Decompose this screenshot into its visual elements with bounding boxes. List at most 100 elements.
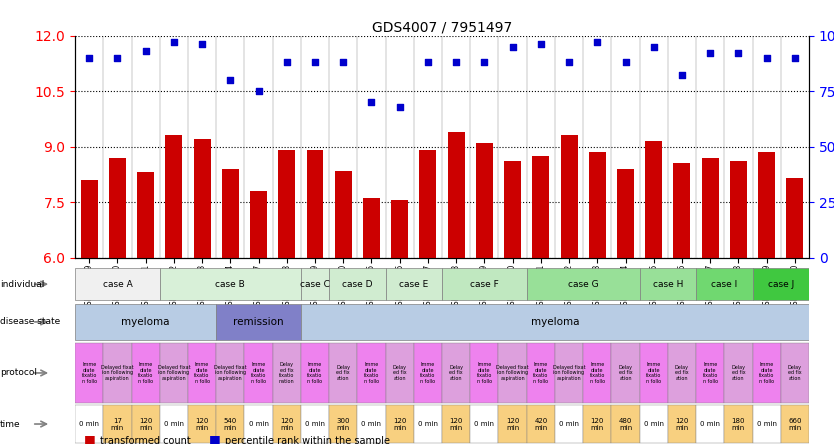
FancyBboxPatch shape (301, 268, 329, 300)
FancyBboxPatch shape (781, 343, 809, 403)
FancyBboxPatch shape (696, 268, 752, 300)
FancyBboxPatch shape (470, 405, 499, 443)
Text: 120
min: 120 min (506, 417, 520, 431)
Text: 0 min: 0 min (249, 421, 269, 427)
Text: Imme
diate
fixatio
n follo: Imme diate fixatio n follo (307, 362, 323, 384)
FancyBboxPatch shape (414, 405, 442, 443)
Point (393, 103, 406, 110)
Text: myeloma: myeloma (530, 317, 579, 327)
Text: Delay
ed fix
ation: Delay ed fix ation (675, 365, 689, 381)
Text: Imme
diate
fixatio
n follo: Imme diate fixatio n follo (646, 362, 661, 384)
Text: 180
min: 180 min (731, 417, 745, 431)
Bar (504, 161, 521, 258)
FancyBboxPatch shape (668, 343, 696, 403)
Text: case B: case B (215, 280, 245, 289)
FancyBboxPatch shape (414, 343, 442, 403)
FancyBboxPatch shape (103, 343, 132, 403)
Title: GDS4007 / 7951497: GDS4007 / 7951497 (372, 20, 512, 34)
Text: ■: ■ (208, 433, 220, 444)
Point (506, 43, 520, 50)
Point (364, 99, 378, 106)
Bar (701, 158, 719, 258)
FancyBboxPatch shape (499, 343, 527, 403)
FancyBboxPatch shape (244, 343, 273, 403)
FancyBboxPatch shape (329, 343, 357, 403)
FancyBboxPatch shape (752, 405, 781, 443)
Bar (363, 198, 380, 258)
FancyBboxPatch shape (640, 268, 696, 300)
FancyBboxPatch shape (160, 343, 188, 403)
FancyBboxPatch shape (611, 343, 640, 403)
FancyBboxPatch shape (470, 343, 499, 403)
Bar (560, 135, 577, 258)
FancyBboxPatch shape (216, 405, 244, 443)
Bar (193, 139, 210, 258)
Point (676, 72, 689, 79)
Text: 17
min: 17 min (111, 417, 124, 431)
Bar (222, 169, 239, 258)
Text: Imme
diate
fixatio
n follo: Imme diate fixatio n follo (477, 362, 492, 384)
Point (252, 87, 265, 95)
Text: individual: individual (0, 280, 44, 289)
Text: 0 min: 0 min (644, 421, 664, 427)
Text: 120
min: 120 min (676, 417, 689, 431)
Text: 0 min: 0 min (559, 421, 579, 427)
Point (83, 54, 96, 61)
Bar (250, 191, 267, 258)
Point (478, 59, 491, 66)
Text: case G: case G (568, 280, 599, 289)
FancyBboxPatch shape (301, 405, 329, 443)
Text: case J: case J (767, 280, 794, 289)
Point (731, 50, 745, 57)
Text: 120
min: 120 min (590, 417, 604, 431)
Text: case I: case I (711, 280, 737, 289)
FancyBboxPatch shape (724, 405, 752, 443)
FancyBboxPatch shape (329, 268, 385, 300)
Text: remission: remission (234, 317, 284, 327)
FancyBboxPatch shape (527, 405, 555, 443)
FancyBboxPatch shape (273, 405, 301, 443)
Point (195, 41, 208, 48)
FancyBboxPatch shape (583, 343, 611, 403)
Text: Delay
ed fix
fixatio
nation: Delay ed fix fixatio nation (279, 362, 294, 384)
FancyBboxPatch shape (160, 405, 188, 443)
FancyBboxPatch shape (385, 343, 414, 403)
Text: Imme
diate
fixatio
n follo: Imme diate fixatio n follo (533, 362, 549, 384)
Text: 0 min: 0 min (79, 421, 99, 427)
FancyBboxPatch shape (188, 343, 216, 403)
Text: 120
min: 120 min (393, 417, 406, 431)
FancyBboxPatch shape (640, 343, 668, 403)
Text: Delay
ed fix
ation: Delay ed fix ation (619, 365, 632, 381)
FancyBboxPatch shape (668, 405, 696, 443)
Point (111, 54, 124, 61)
FancyBboxPatch shape (696, 343, 724, 403)
Point (562, 59, 575, 66)
Text: transformed count: transformed count (100, 436, 191, 444)
Text: myeloma: myeloma (122, 317, 170, 327)
Bar (532, 156, 550, 258)
FancyBboxPatch shape (75, 268, 160, 300)
Text: case A: case A (103, 280, 133, 289)
Text: ■: ■ (83, 433, 95, 444)
Text: Delay
ed fix
ation: Delay ed fix ation (393, 365, 407, 381)
FancyBboxPatch shape (752, 343, 781, 403)
Point (619, 59, 632, 66)
Text: protocol: protocol (0, 369, 37, 377)
Text: 120
min: 120 min (280, 417, 294, 431)
Point (647, 43, 661, 50)
FancyBboxPatch shape (216, 304, 301, 340)
Text: case F: case F (470, 280, 499, 289)
Bar (617, 169, 634, 258)
FancyBboxPatch shape (527, 343, 555, 403)
FancyBboxPatch shape (357, 343, 385, 403)
Text: 540
min: 540 min (224, 417, 237, 431)
Point (760, 54, 773, 61)
FancyBboxPatch shape (385, 268, 442, 300)
Text: case D: case D (342, 280, 373, 289)
Text: case E: case E (399, 280, 429, 289)
Text: disease state: disease state (0, 317, 60, 326)
Text: Delayed fixat
ion following
aspiration: Delayed fixat ion following aspiration (101, 365, 133, 381)
FancyBboxPatch shape (499, 405, 527, 443)
Bar (589, 152, 605, 258)
Bar (758, 152, 775, 258)
